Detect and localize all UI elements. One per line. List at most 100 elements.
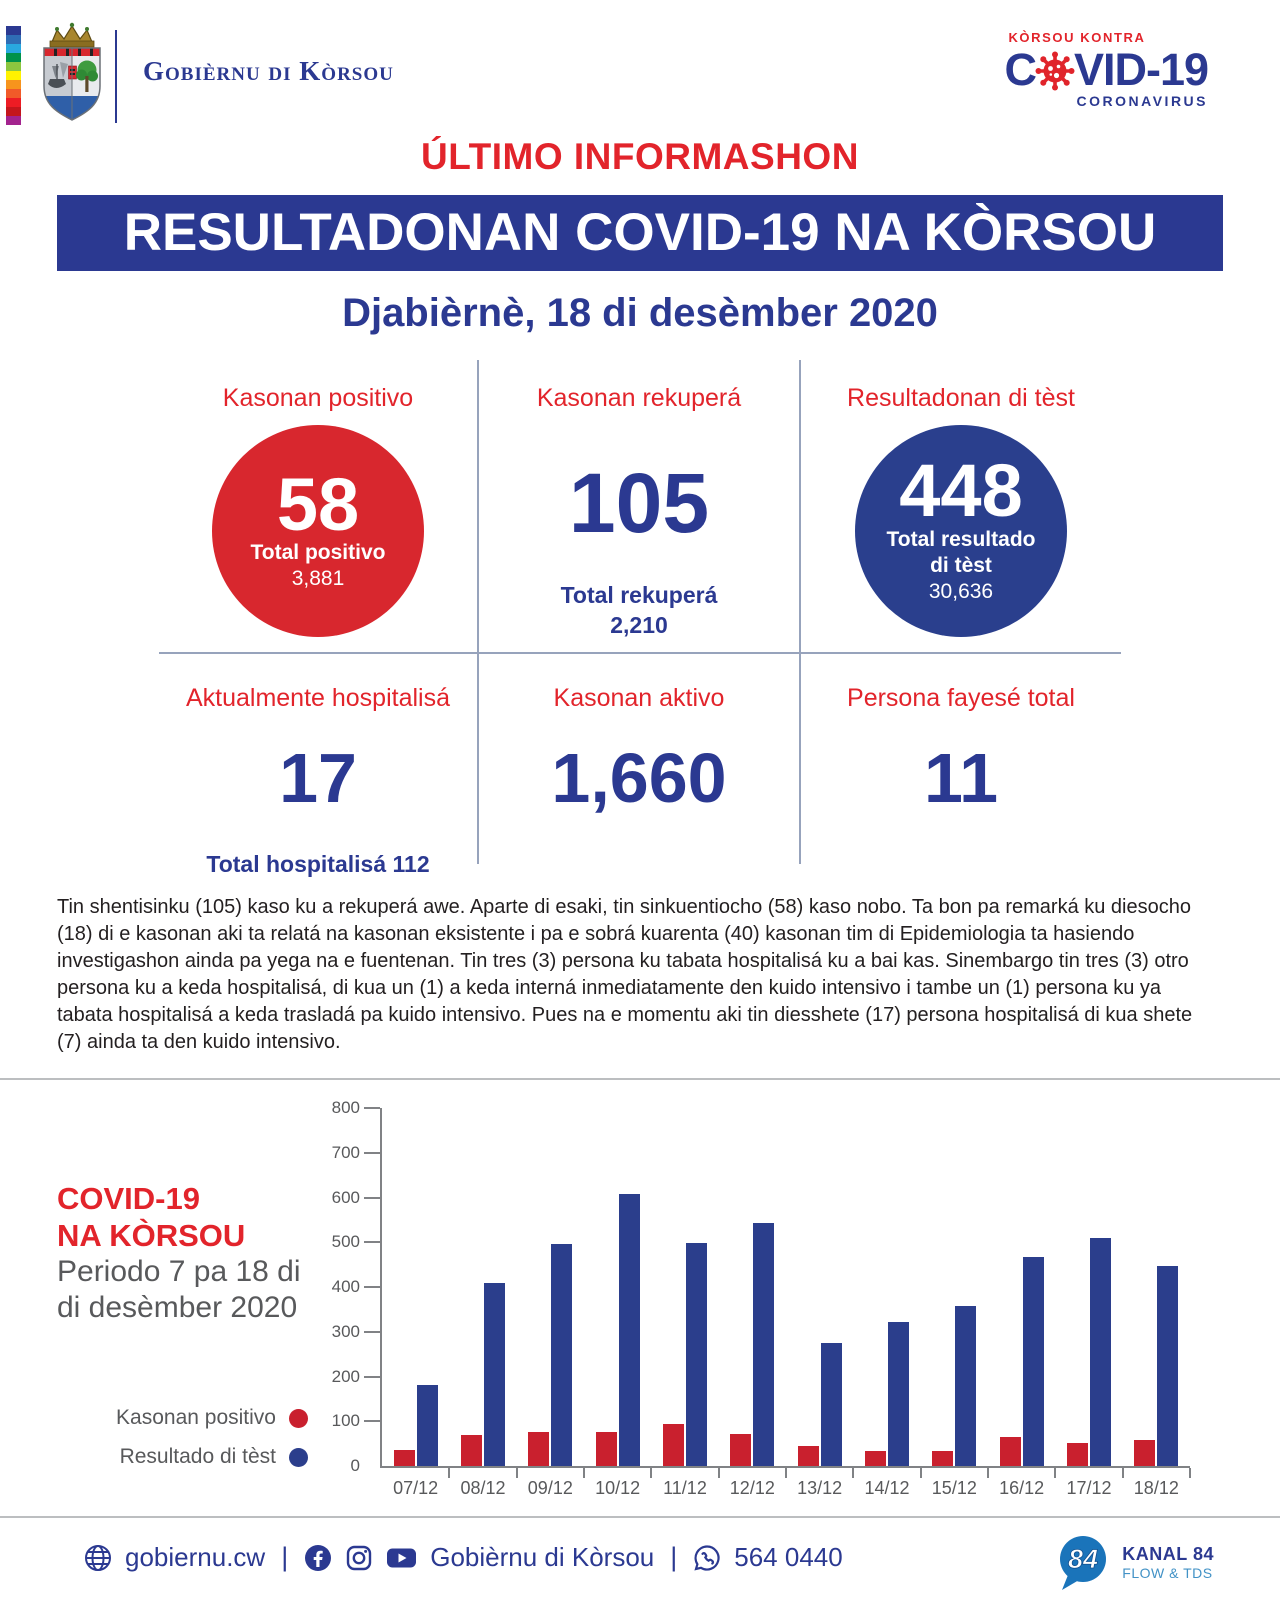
bar-group-15-12 xyxy=(921,1108,988,1466)
whatsapp-icon[interactable] xyxy=(693,1544,721,1572)
stat-total-value: 2,210 xyxy=(610,611,668,638)
stat-total: Total rekuperá 2,210 xyxy=(479,581,799,641)
legend-item-positivo: Kasonan positivo xyxy=(90,1406,308,1430)
y-tick-mark xyxy=(364,1107,380,1109)
y-tick-mark xyxy=(364,1151,380,1154)
covid-logo-kicker: KÒRSOU KONTRA xyxy=(1008,30,1146,45)
x-tick-mark xyxy=(852,1468,855,1478)
y-tick-mark xyxy=(364,1241,380,1244)
y-tick-label: 800 xyxy=(331,1098,360,1117)
stat-label: Kasonan aktivo xyxy=(553,684,725,712)
stat-cell-test: Resultadonan di tèst 448 Total resultado… xyxy=(799,360,1121,652)
x-tick-mark xyxy=(1189,1468,1191,1478)
chart-plot: 0 100 200 300 400 500 600 700 800 07/12 08/12 09/12… xyxy=(332,1099,1191,1498)
x-tick-mark xyxy=(1121,1468,1124,1478)
rainbow-strip xyxy=(6,26,21,125)
y-tick-label: 200 xyxy=(331,1366,360,1386)
stat-cell-positivo: Kasonan positivo 58 Total positivo 3,881 xyxy=(159,360,477,652)
footer: gobiernu.cw | Gobièrnu di xyxy=(0,1516,1280,1600)
bar-resultado-di-t-st-13-12 xyxy=(820,1342,842,1466)
x-tick-label: 10/12 xyxy=(595,1478,641,1498)
date-line: Djabièrnè, 18 di desèmber 2020 xyxy=(342,291,938,335)
bar-kasonan-positivo-13-12 xyxy=(797,1445,819,1466)
header-divider xyxy=(115,30,117,123)
bar-kasonan-positivo-12-12 xyxy=(730,1433,752,1466)
y-tick-mark xyxy=(364,1196,380,1199)
stat-total-label-1: Total resultado xyxy=(886,527,1036,551)
facebook-icon[interactable] xyxy=(304,1544,332,1572)
bar-kasonan-positivo-14-12 xyxy=(864,1451,886,1466)
x-tick-mark xyxy=(1054,1468,1057,1478)
svg-text:84: 84 xyxy=(1068,1544,1098,1574)
footer-contact-bar: gobiernu.cw | Gobièrnu di xyxy=(84,1542,843,1573)
bar-kasonan-positivo-09-12 xyxy=(528,1432,550,1466)
stat-value: 11 xyxy=(924,739,998,817)
stat-total-label: Total positivo xyxy=(250,540,386,564)
y-tick-label: 100 xyxy=(331,1411,360,1431)
kanal84-logo: 84 KANAL 84 FLOW & TDS xyxy=(1054,1532,1214,1592)
bar-resultado-di-t-st-07-12 xyxy=(416,1385,438,1466)
covid-logo-c: C xyxy=(1004,44,1036,95)
bar-kasonan-positivo-17-12 xyxy=(1066,1442,1088,1466)
x-tick-label: 16/12 xyxy=(999,1478,1045,1498)
page-title: ÚLTIMO INFORMASHON xyxy=(421,136,859,177)
stats-grid: Kasonan positivo 58 Total positivo 3,881… xyxy=(159,360,1121,877)
stat-circle-test: 448 Total resultado di tèst 30,636 xyxy=(855,425,1067,637)
x-tick-label: 11/12 xyxy=(663,1478,707,1498)
stat-value: 448 xyxy=(899,449,1023,533)
y-tick-label: 400 xyxy=(331,1277,360,1296)
website-link[interactable]: gobiernu.cw xyxy=(125,1542,266,1572)
youtube-icon[interactable] xyxy=(386,1544,417,1572)
x-tick-mark xyxy=(919,1468,922,1478)
footer-separator: | xyxy=(281,1542,289,1572)
bar-group-11-12 xyxy=(651,1108,718,1466)
stat-value: 1,660 xyxy=(551,739,727,817)
globe-icon[interactable] xyxy=(84,1544,112,1572)
bar-kasonan-positivo-15-12 xyxy=(932,1451,954,1466)
y-tick-mark xyxy=(364,1375,380,1378)
phone-number[interactable]: 564 0440 xyxy=(734,1542,843,1572)
chart-legend: Kasonan positivo Resultado di tèst xyxy=(90,1406,308,1484)
legend-dot xyxy=(289,1447,308,1467)
bar-resultado-di-t-st-08-12 xyxy=(483,1283,505,1466)
stat-value: 58 xyxy=(276,462,360,546)
x-tick-label: 12/12 xyxy=(729,1478,775,1498)
chart-section: COVID-19 NA KÒRSOU Periodo 7 pa 18 di di… xyxy=(0,1080,1280,1516)
social-account-name[interactable]: Gobièrnu di Kòrsou xyxy=(430,1542,655,1572)
instagram-icon[interactable] xyxy=(345,1544,373,1572)
section-divider-top xyxy=(0,1078,1280,1080)
covid-logo-vid19: VID-19 xyxy=(1073,44,1209,95)
x-tick-label: 09/12 xyxy=(527,1478,573,1498)
chart-title-block: COVID-19 NA KÒRSOU Periodo 7 pa 18 di di… xyxy=(57,1180,301,1326)
y-tick-mark xyxy=(364,1330,380,1333)
stat-cell-rekupera: Kasonan rekuperá 105 Total rekuperá 2,21… xyxy=(477,360,799,652)
covid-logo-subtitle: CORONAVIRUS xyxy=(1076,93,1208,109)
bar-kasonan-positivo-10-12 xyxy=(595,1432,617,1466)
x-tick-label: 07/12 xyxy=(393,1478,439,1498)
y-tick-label: 0 xyxy=(350,1456,360,1475)
stat-label: Kasonan rekuperá xyxy=(536,384,742,412)
stat-cell-fayese: Persona fayesé total 11 xyxy=(799,652,1121,864)
bar-group-14-12 xyxy=(853,1108,920,1466)
x-tick-mark xyxy=(515,1468,518,1478)
bar-kasonan-positivo-08-12 xyxy=(460,1434,482,1466)
y-tick-label: 700 xyxy=(331,1142,360,1162)
virus-icon xyxy=(1035,51,1075,91)
legend-label: Kasonan positivo xyxy=(116,1406,276,1429)
x-tick-label: 15/12 xyxy=(931,1478,977,1498)
bar-kasonan-positivo-16-12 xyxy=(999,1437,1021,1466)
stat-total-label-2: di tèst xyxy=(930,554,992,578)
bar-group-18-12 xyxy=(1123,1108,1190,1466)
x-tick-label: 13/12 xyxy=(797,1478,843,1498)
bar-group-17-12 xyxy=(1055,1108,1122,1466)
org-wordmark: Gobièrnu di Kòrsou xyxy=(143,56,394,86)
stat-total-label: Total rekuperá xyxy=(560,582,718,608)
kanal84-name: KANAL 84 xyxy=(1122,1543,1214,1564)
bar-group-10-12 xyxy=(584,1108,651,1466)
y-tick-mark xyxy=(364,1420,380,1423)
x-tick-label: 14/12 xyxy=(864,1478,910,1498)
stat-label: Resultadonan di tèst xyxy=(847,384,1075,412)
bar-resultado-di-t-st-17-12 xyxy=(1089,1237,1111,1466)
stat-value: 17 xyxy=(279,739,357,817)
